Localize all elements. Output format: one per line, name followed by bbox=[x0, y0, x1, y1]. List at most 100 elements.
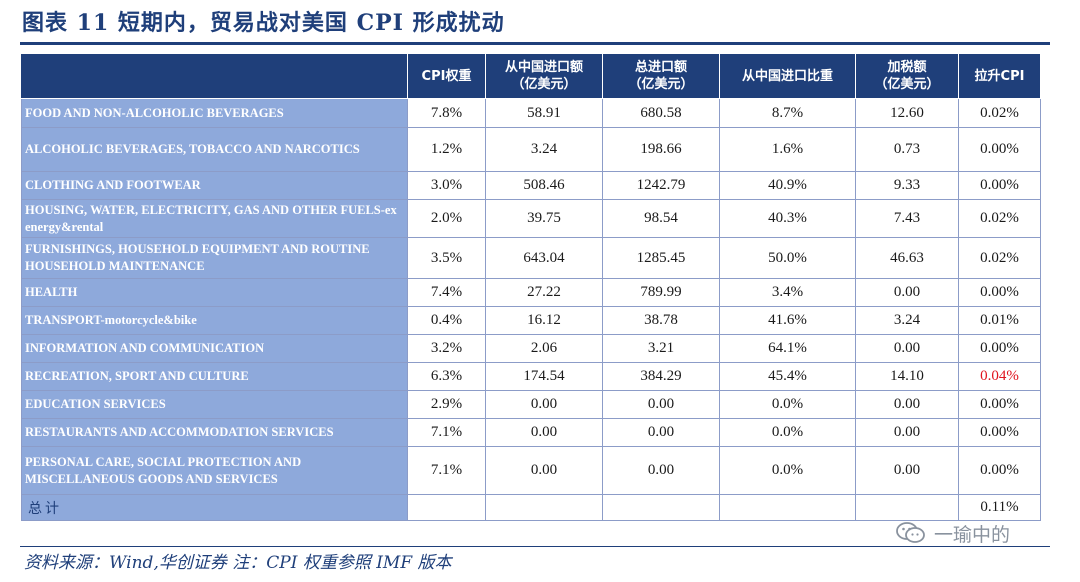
cell-cpi-weight: 0.4% bbox=[407, 306, 486, 335]
row-category: FURNISHINGS, HOUSEHOLD EQUIPMENT AND ROU… bbox=[21, 237, 408, 279]
total-empty-cell bbox=[719, 494, 856, 521]
table-row: ALCOHOLIC BEVERAGES, TOBACCO AND NARCOTI… bbox=[21, 127, 1041, 172]
total-empty-cell bbox=[407, 494, 486, 521]
header-cpi-weight: CPI权重 bbox=[407, 53, 486, 99]
cell-tariff-amount: 0.00 bbox=[855, 446, 959, 495]
total-empty-cell bbox=[602, 494, 720, 521]
table-row: FOOD AND NON-ALCOHOLIC BEVERAGES 7.8% 58.9… bbox=[21, 98, 1041, 128]
cell-cpi-weight: 3.2% bbox=[407, 334, 486, 363]
table-row: PERSONAL CARE, SOCIAL PROTECTION AND MIS… bbox=[21, 446, 1041, 495]
title-divider bbox=[20, 42, 1050, 45]
table-row: HEALTH 7.4% 27.22 789.99 3.4% 0.00 0.00% bbox=[21, 278, 1041, 307]
cell-china-imports: 0.00 bbox=[485, 418, 603, 447]
table-row: TRANSPORT-motorcycle&bike 0.4% 16.12 38.78 4… bbox=[21, 306, 1041, 335]
cell-china-share: 40.9% bbox=[719, 171, 856, 200]
total-row: 总计 0.11% bbox=[21, 494, 1041, 521]
watermark: 一瑜中的 bbox=[896, 518, 1010, 548]
cell-cpi-lift: 0.00% bbox=[958, 334, 1041, 363]
cell-china-share: 64.1% bbox=[719, 334, 856, 363]
cell-tariff-amount: 0.00 bbox=[855, 278, 959, 307]
row-category: HEALTH bbox=[21, 278, 408, 307]
cell-china-imports: 174.54 bbox=[485, 362, 603, 391]
cell-total-imports: 680.58 bbox=[602, 98, 720, 128]
cell-total-imports: 0.00 bbox=[602, 446, 720, 495]
row-category: ALCOHOLIC BEVERAGES, TOBACCO AND NARCOTI… bbox=[21, 127, 408, 172]
header-total-imports: 总进口额 （亿美元） bbox=[602, 53, 720, 99]
table-row: EDUCATION SERVICES 2.9% 0.00 0.00 0.0% 0.00 0.… bbox=[21, 390, 1041, 419]
cell-total-imports: 1285.45 bbox=[602, 237, 720, 279]
row-category: FOOD AND NON-ALCOHOLIC BEVERAGES bbox=[21, 98, 408, 128]
total-cpi-lift: 0.11% bbox=[958, 494, 1041, 521]
header-tariff-amount: 加税额 （亿美元） bbox=[855, 53, 959, 99]
row-category: INFORMATION AND COMMUNICATION bbox=[21, 334, 408, 363]
cell-cpi-lift: 0.00% bbox=[958, 390, 1041, 419]
cell-total-imports: 198.66 bbox=[602, 127, 720, 172]
cell-china-imports: 0.00 bbox=[485, 390, 603, 419]
cell-cpi-weight: 7.1% bbox=[407, 446, 486, 495]
header-cpi-lift: 拉升CPI bbox=[958, 53, 1041, 99]
cell-china-imports: 39.75 bbox=[485, 199, 603, 238]
cell-china-share: 0.0% bbox=[719, 418, 856, 447]
cell-cpi-weight: 6.3% bbox=[407, 362, 486, 391]
cell-china-share: 8.7% bbox=[719, 98, 856, 128]
cell-china-share: 50.0% bbox=[719, 237, 856, 279]
cell-china-share: 0.0% bbox=[719, 390, 856, 419]
cell-tariff-amount: 7.43 bbox=[855, 199, 959, 238]
table-header-row: CPI权重 从中国进口额 （亿美元） 总进口额 （亿美元） 从中国进口比重 加税额（… bbox=[21, 53, 1041, 99]
cell-tariff-amount: 0.00 bbox=[855, 418, 959, 447]
cell-cpi-weight: 7.4% bbox=[407, 278, 486, 307]
cell-tariff-amount: 46.63 bbox=[855, 237, 959, 279]
header-china-imports: 从中国进口额 （亿美元） bbox=[485, 53, 603, 99]
cell-total-imports: 3.21 bbox=[602, 334, 720, 363]
total-label: 总计 bbox=[21, 494, 408, 521]
cell-china-share: 1.6% bbox=[719, 127, 856, 172]
row-category: RECREATION, SPORT AND CULTURE bbox=[21, 362, 408, 391]
header-china-share: 从中国进口比重 bbox=[719, 53, 856, 99]
cell-cpi-weight: 2.9% bbox=[407, 390, 486, 419]
cell-cpi-lift: 0.02% bbox=[958, 237, 1041, 279]
cell-total-imports: 98.54 bbox=[602, 199, 720, 238]
table-row: INFORMATION AND COMMUNICATION 3.2% 2.06 3.2… bbox=[21, 334, 1041, 363]
cell-tariff-amount: 0.00 bbox=[855, 390, 959, 419]
table-row: FURNISHINGS, HOUSEHOLD EQUIPMENT AND ROU… bbox=[21, 237, 1041, 279]
cell-cpi-lift: 0.02% bbox=[958, 199, 1041, 238]
cell-total-imports: 38.78 bbox=[602, 306, 720, 335]
cell-china-imports: 0.00 bbox=[485, 446, 603, 495]
cell-tariff-amount: 12.60 bbox=[855, 98, 959, 128]
source-note: 资料来源：Wind,华创证券 注：CPI 权重参照 IMF 版本 bbox=[24, 553, 452, 573]
header-corner bbox=[21, 53, 408, 99]
cell-china-imports: 27.22 bbox=[485, 278, 603, 307]
cell-cpi-lift: 0.01% bbox=[958, 306, 1041, 335]
cell-cpi-weight: 2.0% bbox=[407, 199, 486, 238]
cell-cpi-weight: 7.8% bbox=[407, 98, 486, 128]
figure-title: 图表 11 短期内，贸易战对美国 CPI 形成扰动 bbox=[22, 10, 505, 36]
cell-cpi-lift: 0.04% bbox=[958, 362, 1041, 391]
cell-china-share: 3.4% bbox=[719, 278, 856, 307]
cell-cpi-lift: 0.00% bbox=[958, 171, 1041, 200]
cell-china-imports: 643.04 bbox=[485, 237, 603, 279]
cell-total-imports: 0.00 bbox=[602, 418, 720, 447]
table-row: RECREATION, SPORT AND CULTURE 6.3% 174.54 3… bbox=[21, 362, 1041, 391]
cell-cpi-lift: 0.00% bbox=[958, 127, 1041, 172]
row-category: PERSONAL CARE, SOCIAL PROTECTION AND MIS… bbox=[21, 446, 408, 495]
row-category: TRANSPORT-motorcycle&bike bbox=[21, 306, 408, 335]
source-divider bbox=[20, 546, 1050, 547]
cell-tariff-amount: 0.73 bbox=[855, 127, 959, 172]
cell-china-share: 45.4% bbox=[719, 362, 856, 391]
cell-cpi-weight: 3.0% bbox=[407, 171, 486, 200]
cpi-tariff-table: CPI权重 从中国进口额 （亿美元） 总进口额 （亿美元） 从中国进口比重 加税额（… bbox=[21, 53, 1041, 521]
cell-cpi-weight: 7.1% bbox=[407, 418, 486, 447]
cell-china-imports: 508.46 bbox=[485, 171, 603, 200]
total-empty-cell bbox=[855, 494, 959, 521]
cell-cpi-lift: 0.00% bbox=[958, 446, 1041, 495]
cell-tariff-amount: 9.33 bbox=[855, 171, 959, 200]
cell-total-imports: 1242.79 bbox=[602, 171, 720, 200]
row-category: HOUSING, WATER, ELECTRICITY, GAS AND OTH… bbox=[21, 199, 408, 238]
cell-cpi-lift: 0.02% bbox=[958, 98, 1041, 128]
cell-total-imports: 384.29 bbox=[602, 362, 720, 391]
row-category: EDUCATION SERVICES bbox=[21, 390, 408, 419]
cell-tariff-amount: 0.00 bbox=[855, 334, 959, 363]
cell-cpi-weight: 3.5% bbox=[407, 237, 486, 279]
cell-china-imports: 3.24 bbox=[485, 127, 603, 172]
cell-china-share: 40.3% bbox=[719, 199, 856, 238]
